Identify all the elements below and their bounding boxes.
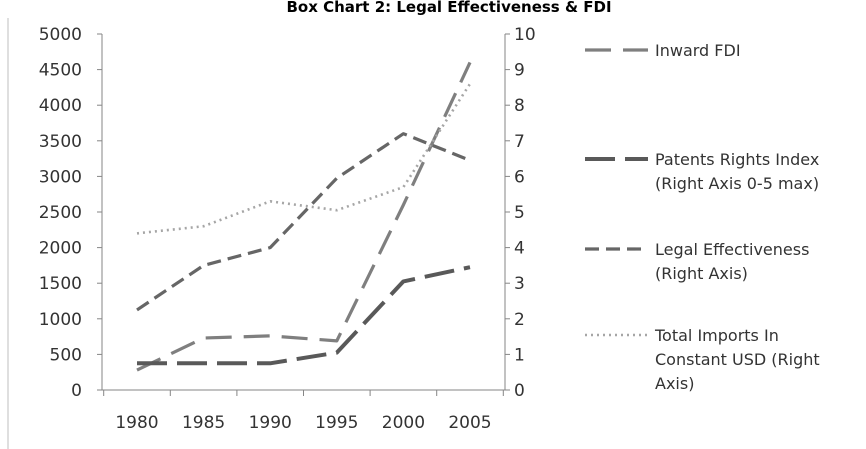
right-tick-label: 2 — [514, 310, 525, 330]
series-line-2 — [137, 265, 471, 366]
series-line-3 — [136, 132, 471, 312]
legend-label: Legal Effectiveness — [655, 240, 809, 259]
legend-label: Total Imports In — [654, 326, 779, 345]
right-tick-label: 5 — [514, 203, 525, 223]
legend-label: Patents Rights Index — [655, 150, 819, 169]
left-tick-label: 4500 — [39, 61, 82, 81]
legend-label: Constant USD (Right — [655, 350, 820, 369]
left-tick-label: 5000 — [39, 25, 82, 45]
series-lines — [136, 61, 472, 372]
right-tick-label: 10 — [514, 25, 536, 45]
left-axis-ticks: 0 500 1000 1500 2000 2500 3000 3500 4000 4500 5000 — [39, 25, 102, 401]
left-tick-label: 3000 — [39, 167, 82, 187]
legend: Inward FDI Patents Rights Index (Right Axi… — [585, 41, 820, 393]
right-tick-label: 0 — [514, 381, 525, 401]
x-tick-label: 1980 — [115, 413, 158, 433]
left-tick-label: 3500 — [39, 132, 82, 152]
axes — [7, 18, 506, 449]
legend-label: Axis) — [655, 374, 694, 393]
left-tick-label: 500 — [50, 345, 82, 365]
x-tick-label: 1990 — [249, 413, 292, 433]
right-tick-label: 7 — [514, 132, 525, 152]
legend-item-1: Inward FDI — [585, 41, 741, 60]
right-tick-label: 8 — [514, 96, 525, 116]
x-tick-label: 1985 — [182, 413, 225, 433]
legend-label: (Right Axis) — [655, 264, 748, 283]
left-tick-label: 0 — [71, 381, 82, 401]
left-tick-label: 4000 — [39, 96, 82, 116]
right-tick-label: 4 — [514, 239, 525, 259]
x-tick-label: 1995 — [315, 413, 358, 433]
left-tick-label: 1000 — [39, 310, 82, 330]
series-line-4 — [136, 83, 472, 235]
right-tick-label: 6 — [514, 167, 525, 187]
right-tick-label: 1 — [514, 345, 525, 365]
chart-title: Box Chart 2: Legal Effectiveness & FDI — [286, 0, 611, 16]
left-tick-label: 2000 — [39, 239, 82, 259]
legend-label: (Right Axis 0-5 max) — [655, 174, 819, 193]
left-tick-label: 1500 — [39, 274, 82, 294]
legend-item-4: Total Imports In Constant USD (Right Axis) — [585, 326, 820, 393]
series-line-1 — [136, 61, 472, 372]
right-tick-label: 9 — [514, 61, 525, 81]
x-axis-ticks: 1980 1985 1990 1995 2000 2005 — [103, 390, 504, 433]
x-tick-label: 2005 — [448, 413, 491, 433]
left-tick-label: 2500 — [39, 203, 82, 223]
legend-item-2: Patents Rights Index (Right Axis 0-5 max) — [585, 150, 819, 193]
right-tick-label: 3 — [514, 274, 525, 294]
legend-item-3: Legal Effectiveness (Right Axis) — [585, 240, 809, 283]
legend-label: Inward FDI — [655, 41, 741, 60]
right-axis-ticks: 0 1 2 3 4 5 6 7 8 9 10 — [505, 25, 536, 401]
x-tick-label: 2000 — [382, 413, 425, 433]
